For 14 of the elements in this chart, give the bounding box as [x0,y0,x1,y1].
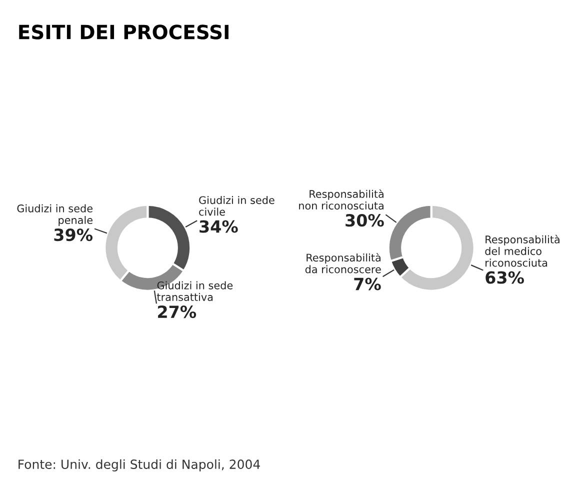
slice-label: Responsabilità da riconoscere [305,253,381,274]
source-note: Fonte: Univ. degli Studi di Napoli, 2004 [18,459,260,472]
data-label: 34% [200,220,238,233]
data-label: 27% [158,305,196,318]
data-label: 39% [54,228,93,242]
data-label: 63% [486,271,524,284]
slice-label: Giudizi in sede civile [199,196,274,216]
data-label: 7% [354,278,381,290]
slice-label: Giudizi in sede penale [17,204,92,226]
chart-title: ESITI DEI PROCESSI [19,24,228,40]
slice-label: Responsabilità del medico riconosciuta [485,234,560,267]
slice-label: Giudizi in sede transattiva [157,281,233,302]
data-label: 30% [346,214,384,227]
slice-label: Responsabilità non riconosciuta [299,189,384,210]
